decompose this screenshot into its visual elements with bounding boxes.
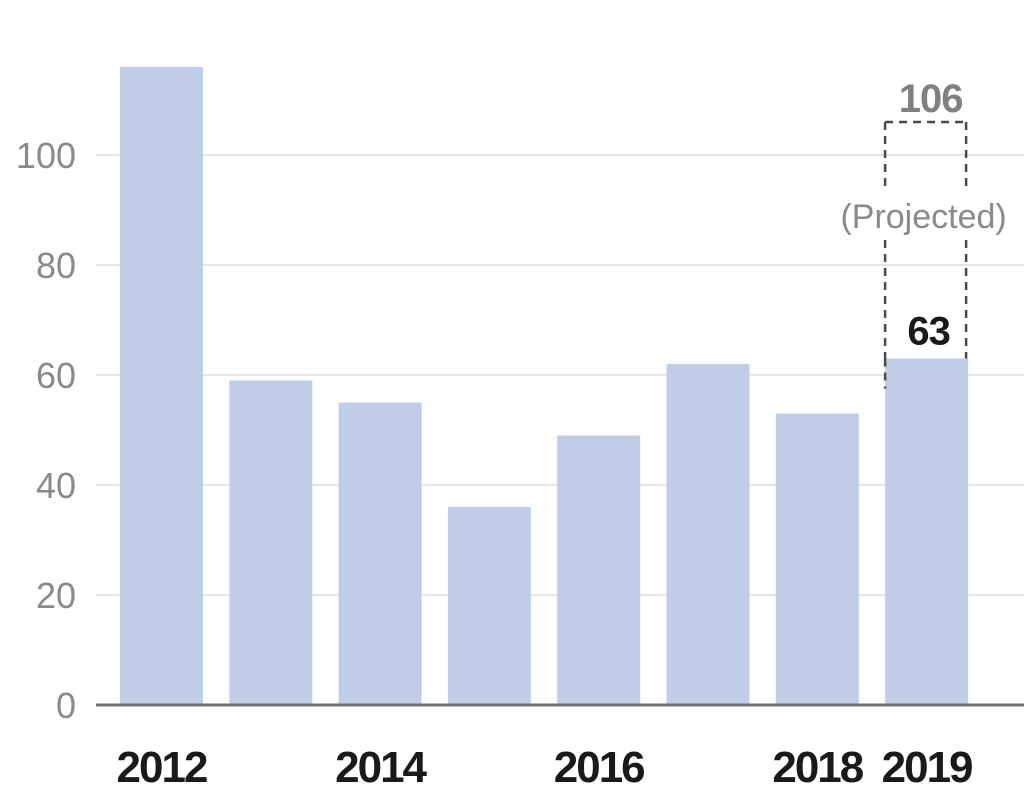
- y-axis-tick-labels: 0 20 40 60 80 100: [16, 135, 76, 726]
- projection-annotation: 106 (Projected) 63: [840, 77, 1007, 389]
- projected-value-label: 106: [899, 77, 963, 121]
- projected-label: (Projected): [840, 198, 1006, 236]
- bar-2012: [120, 67, 203, 705]
- bar-2013: [229, 380, 313, 705]
- bars: [120, 67, 969, 705]
- y-tick-label: 40: [36, 465, 76, 506]
- bar-2016: [557, 435, 641, 705]
- y-tick-label: 80: [36, 245, 76, 286]
- actual-value-label: 63: [907, 310, 950, 354]
- y-tick-label: 0: [56, 685, 76, 726]
- y-tick-label: 20: [36, 575, 76, 616]
- y-tick-label: 60: [36, 355, 76, 396]
- x-tick-label: 2014: [335, 743, 427, 792]
- x-tick-label: 2016: [554, 743, 644, 792]
- bar-2017: [666, 364, 750, 705]
- bar-2019: [885, 358, 969, 705]
- y-tick-label: 100: [16, 135, 76, 176]
- x-tick-label: 2012: [117, 743, 207, 792]
- bar-2014: [338, 402, 422, 705]
- bar-2018: [775, 413, 859, 705]
- x-axis-tick-labels: 2012 2014 2016 2018 2019: [117, 743, 975, 792]
- x-tick-label: 2018: [772, 743, 863, 792]
- x-tick-label: 2019: [882, 743, 972, 792]
- bar-2015: [447, 507, 531, 705]
